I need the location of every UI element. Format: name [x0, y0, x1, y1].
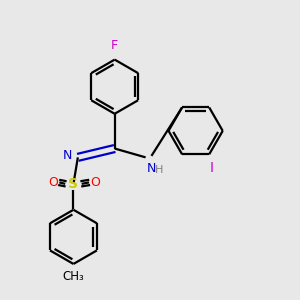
Text: N: N	[147, 162, 156, 175]
Text: N: N	[63, 149, 73, 162]
Text: F: F	[111, 39, 118, 52]
Text: O: O	[91, 176, 100, 189]
Text: H: H	[154, 165, 163, 175]
Text: I: I	[209, 161, 214, 175]
Text: CH₃: CH₃	[63, 270, 84, 284]
Text: S: S	[68, 177, 78, 191]
Text: O: O	[48, 176, 58, 189]
